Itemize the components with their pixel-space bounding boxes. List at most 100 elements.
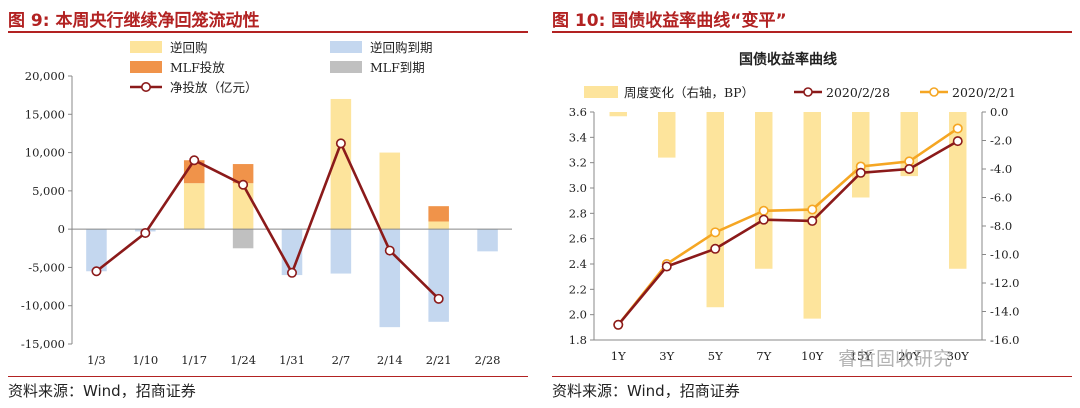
legend-marker [929, 87, 939, 97]
right-y-tick-label: -6.0 [990, 191, 1012, 205]
x-tick-label: 10Y [801, 349, 824, 363]
bar [86, 229, 107, 272]
left-chart: -15,000 -10,000 -5,000 0 5,000 10,000 15,000 20… [21, 40, 512, 367]
legend-marker [803, 87, 813, 97]
x-tick-label: 2/21 [426, 353, 452, 367]
right-y-tick-label: 0.0 [990, 105, 1008, 119]
series-point [661, 261, 672, 272]
bar [658, 112, 676, 158]
x-tick-label: 1/3 [87, 353, 106, 367]
series-point [433, 293, 444, 304]
series-point [855, 167, 866, 178]
left-y-tick-label: 1.8 [569, 333, 587, 347]
left-y-tick-label: 2.0 [569, 308, 587, 322]
series-point [904, 164, 915, 175]
y-tick-label: 10,000 [25, 146, 65, 160]
legend-swatch [130, 41, 162, 53]
bar [428, 206, 449, 222]
left-y-tick-label: 2.4 [569, 257, 587, 271]
left-y-tick-label: 3.2 [569, 156, 587, 170]
x-tick-label: 1/17 [181, 353, 207, 367]
x-tick-label: 2/28 [475, 353, 501, 367]
x-tick-label: 2/14 [377, 353, 403, 367]
y-tick-label: 15,000 [25, 107, 65, 121]
y-tick-label: 5,000 [32, 184, 65, 198]
series-point [238, 179, 249, 190]
legend-label: 逆回购 [170, 40, 208, 55]
y-tick-label: -10,000 [21, 299, 65, 313]
legend-swatch [584, 86, 618, 98]
series-point [384, 245, 395, 256]
legend-label: 逆回购到期 [370, 40, 433, 55]
bar [379, 152, 401, 230]
bar [232, 229, 254, 249]
legend-label: MLF到期 [370, 60, 425, 75]
y-tick-label: -5,000 [28, 260, 65, 274]
series-point [710, 227, 721, 238]
bar [755, 112, 773, 269]
legend-label: MLF投放 [170, 60, 225, 75]
right-y-tick-label: -16.0 [990, 333, 1020, 347]
bar [183, 183, 205, 230]
right-y-tick-label: -10.0 [990, 248, 1020, 262]
bar [330, 229, 352, 274]
x-tick-label: 3Y [659, 349, 674, 363]
legend-marker [141, 81, 152, 92]
y-tick-label: 0 [58, 222, 65, 236]
series-point [807, 204, 818, 215]
right-y-tick-label: -14.0 [990, 305, 1020, 319]
right-y-tick-label: -12.0 [990, 276, 1020, 290]
bar [428, 221, 449, 230]
watermark-text: 睿哲固收研究 [838, 348, 953, 370]
left-y-tick-label: 2.8 [569, 206, 587, 220]
series-point [952, 123, 963, 134]
series-point [758, 214, 769, 225]
x-tick-label: 5Y [708, 349, 723, 363]
right-source-divider [552, 376, 1072, 377]
series-point [710, 243, 721, 254]
x-tick-label: 1/24 [230, 353, 256, 367]
series-point [91, 266, 102, 277]
series-point [613, 319, 624, 330]
left-y-tick-label: 3.0 [569, 181, 587, 195]
bar [477, 229, 498, 252]
right-figure-title: 图 10: 国债收益率曲线“变平” [552, 11, 787, 31]
x-tick-label: 15Y [850, 349, 873, 363]
x-tick-label: 30Y [947, 349, 970, 363]
legend-label: 周度变化（右轴，BP） [624, 85, 754, 100]
bar [428, 229, 449, 322]
x-tick-label: 1Y [611, 349, 626, 363]
chart-title: 国债收益率曲线 [739, 51, 837, 68]
left-y-tick-label: 2.2 [569, 282, 587, 296]
legend-swatch [330, 41, 362, 53]
series-point [952, 136, 963, 147]
left-figure-title: 图 9: 本周央行继续净回笼流动性 [8, 11, 260, 31]
y-tick-label: 20,000 [25, 69, 65, 83]
series-point [189, 155, 200, 166]
right-title-divider [552, 31, 1072, 33]
series-line [617, 140, 959, 326]
series-line [95, 140, 440, 300]
left-y-tick-label: 3.6 [569, 105, 587, 119]
left-y-tick-label: 3.4 [569, 130, 587, 144]
legend-label: 2020/2/28 [826, 85, 890, 100]
right-y-tick-label: -2.0 [990, 134, 1012, 148]
bar [803, 112, 821, 319]
x-tick-label: 2/7 [332, 353, 351, 367]
legend-label: 2020/2/21 [952, 85, 1016, 100]
x-tick-label: 1/31 [279, 353, 305, 367]
legend-swatch [130, 61, 162, 73]
series-point [140, 227, 151, 238]
x-tick-label: 1/10 [132, 353, 158, 367]
bar [232, 183, 254, 230]
right-y-tick-label: -4.0 [990, 162, 1012, 176]
left-title-divider [8, 31, 528, 33]
left-source-divider [8, 376, 528, 377]
left-source-note: 资料来源：Wind，招商证券 [8, 382, 196, 400]
y-tick-label: -15,000 [21, 337, 65, 351]
bar [379, 229, 401, 328]
bar [330, 98, 352, 230]
series-point [807, 215, 818, 226]
x-tick-label: 20Y [898, 349, 921, 363]
right-y-tick-label: -8.0 [990, 219, 1012, 233]
